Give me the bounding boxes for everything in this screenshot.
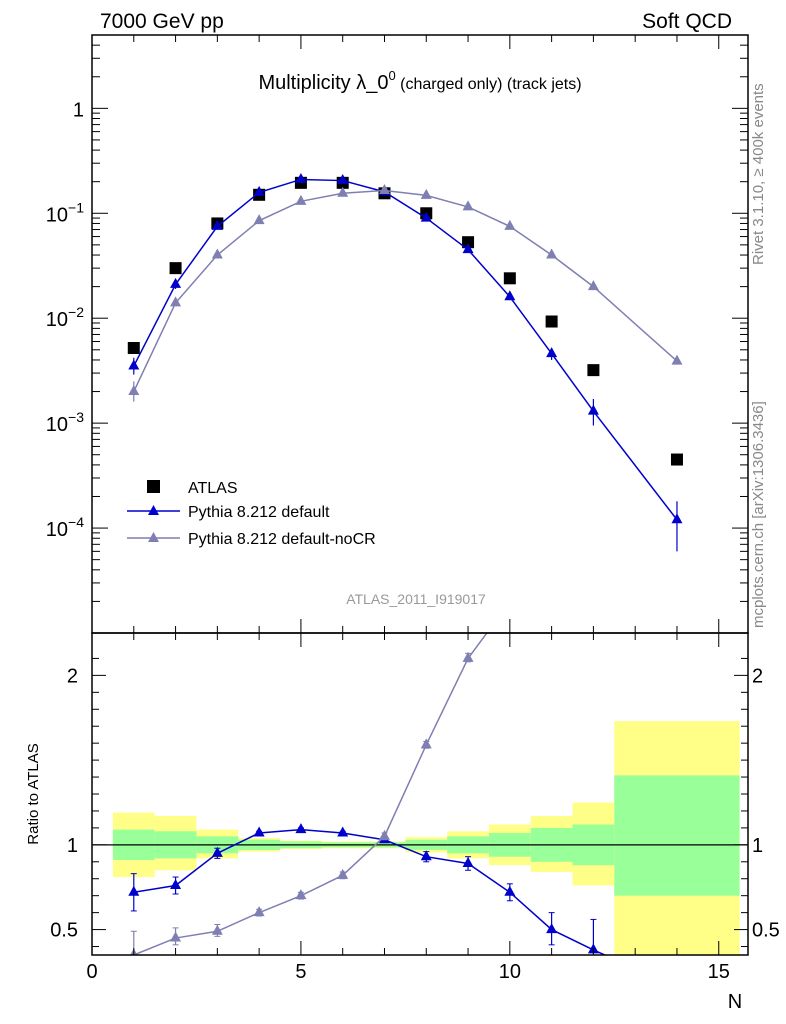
y-tick-label-main: 10−3	[46, 409, 84, 436]
nocr-data-point	[671, 354, 683, 365]
nocr-data-point	[587, 280, 599, 291]
legend-nocr-label: Pythia 8.212 default-noCR	[188, 531, 376, 548]
atlas-data-point	[545, 315, 558, 328]
title-sup: 0	[388, 68, 395, 83]
x-tick-label: 15	[708, 961, 730, 983]
x-tick-label: 0	[86, 961, 97, 983]
nocr-data-point	[504, 219, 516, 230]
y-tick-label-ratio-right: 0.5	[752, 920, 780, 942]
analysis-id: ATLAS_2011_I919017	[346, 591, 486, 607]
y-tick-label-ratio-right: 1	[752, 835, 763, 857]
legend-atlas-marker	[147, 480, 160, 493]
nocr-data-point	[211, 248, 223, 259]
ratio-plot-series	[128, 633, 641, 972]
nocr-data-point	[420, 188, 432, 199]
default-data-point	[671, 513, 683, 524]
y-tick-label-ratio-right: 2	[752, 665, 763, 687]
default-ratio-point	[504, 885, 516, 896]
green-band-bin	[614, 775, 740, 896]
x-axis-label: N	[728, 991, 742, 1013]
default-ratio-point	[420, 850, 432, 861]
nocr-ratio-point	[211, 924, 223, 935]
plot-title: Multiplicity λ_00 (charged only) (track …	[258, 68, 581, 94]
default-data-point	[337, 174, 349, 185]
main-plot-series	[127, 172, 683, 552]
atlas-data-point	[169, 262, 182, 275]
nocr-ratio-point	[295, 889, 307, 900]
legend-default-marker	[148, 505, 159, 515]
default-data-point	[170, 277, 182, 288]
nocr-ratio-point	[462, 651, 474, 662]
header-right: Soft QCD	[642, 10, 732, 33]
default-ratio-point	[253, 826, 265, 837]
nocr-ratio-point	[253, 906, 265, 917]
nocr-data-point	[462, 200, 474, 211]
legend-nocr-marker	[148, 532, 159, 542]
legend: ATLAS Pythia 8.212 default Pythia 8.212 …	[127, 480, 376, 548]
default-data-point	[504, 290, 516, 301]
default-ratio-point	[462, 856, 474, 867]
legend-atlas-label: ATLAS	[188, 480, 238, 497]
atlas-data-point	[670, 453, 683, 466]
default-data-point	[420, 211, 432, 222]
default-ratio-point	[128, 885, 140, 896]
default-data-point	[211, 219, 223, 230]
y-tick-label-ratio-left: 2	[67, 665, 78, 687]
default-data-point	[253, 185, 265, 196]
nocr-data-point	[546, 248, 558, 259]
nocr-ratio-point	[378, 829, 390, 840]
axis-ticks	[91, 34, 748, 955]
axis-tick-labels: 1 10−1 10−2 10−3 10−4 0.5 0.5 1 1 2 2 0 5 10 15	[46, 99, 780, 983]
atlas-data-point	[503, 272, 516, 285]
default-data-point	[587, 404, 599, 415]
default-data-point	[546, 347, 558, 358]
x-tick-label: 10	[499, 961, 521, 983]
nocr-data-point	[170, 296, 182, 307]
legend-default-label: Pythia 8.212 default	[188, 504, 330, 521]
default-series-line	[133, 178, 678, 521]
nocr-ratio-point	[170, 931, 182, 942]
default-ratio-point	[546, 923, 558, 934]
default-data-point	[295, 172, 307, 183]
title-main: Multiplicity λ_0	[258, 72, 388, 94]
default-data-point	[128, 359, 140, 370]
mcplots-label: mcplots.cern.ch [arXiv:1306.3436]	[750, 401, 767, 628]
y-tick-label-ratio-left: 1	[67, 835, 78, 857]
nocr-data-point	[337, 186, 349, 197]
nocr-ratio-line	[133, 633, 488, 955]
ratio-y-axis-label: Ratio to ATLAS	[25, 743, 42, 844]
default-data-point	[462, 243, 474, 254]
default-ratio-point	[295, 823, 307, 834]
y-tick-label-main: 10−4	[46, 514, 84, 541]
uncertainty-bands	[112, 721, 740, 955]
nocr-ratio-point	[337, 868, 349, 879]
default-ratio-point	[337, 826, 349, 837]
y-tick-label-ratio-left: 0.5	[50, 920, 78, 942]
nocr-data-point	[295, 194, 307, 205]
nocr-data-point	[128, 385, 140, 396]
x-tick-label: 5	[295, 961, 306, 983]
atlas-data-point	[587, 364, 600, 377]
nocr-data-point	[253, 214, 265, 225]
header-left: 7000 GeV pp	[100, 10, 224, 33]
y-tick-label-main: 10−2	[46, 304, 84, 331]
default-ratio-point	[211, 846, 223, 857]
nocr-ratio-point	[420, 738, 432, 749]
y-tick-label-main: 1	[73, 99, 84, 121]
y-tick-label-main: 10−1	[46, 199, 84, 226]
nocr-data-point	[378, 183, 390, 194]
title-suffix: (charged only) (track jets)	[396, 76, 582, 93]
atlas-data-point	[127, 342, 140, 355]
default-ratio-point	[630, 962, 641, 972]
default-ratio-point	[170, 879, 182, 890]
rivet-label: Rivet 3.1.10, ≥ 400k events	[750, 83, 767, 265]
atlas-data-point	[462, 236, 475, 249]
